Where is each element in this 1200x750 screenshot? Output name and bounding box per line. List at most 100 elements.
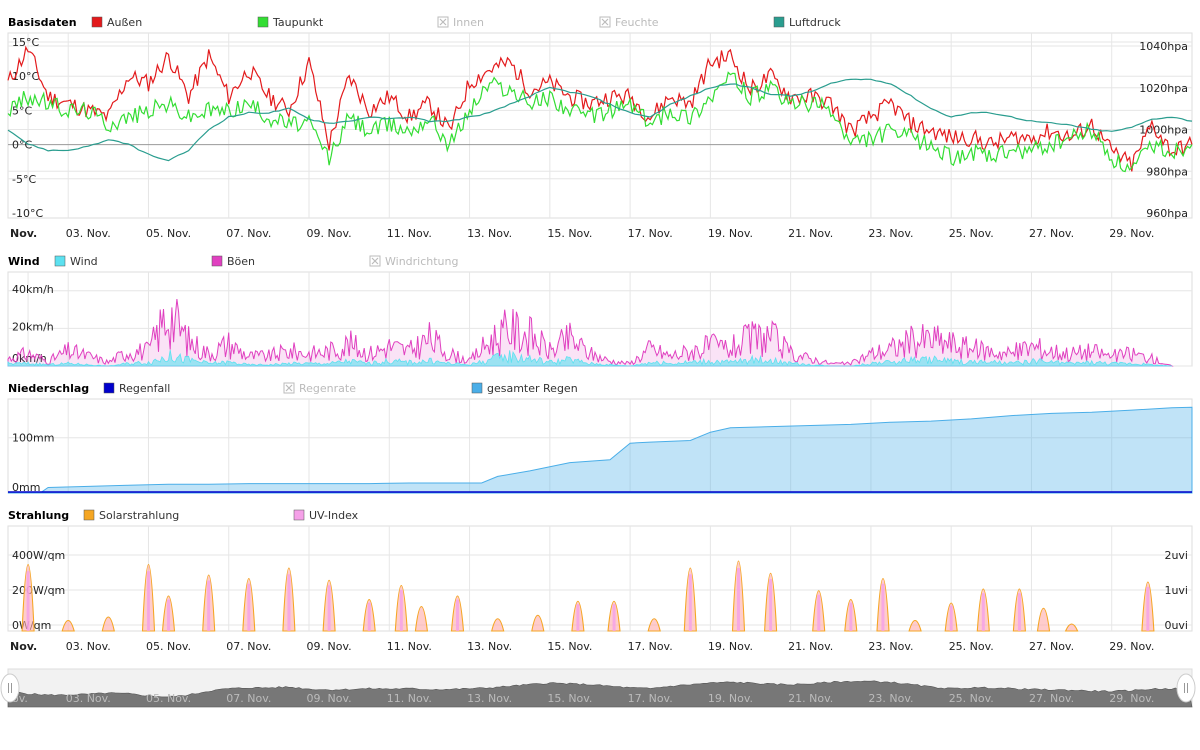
x-tick-label: 29. Nov. [1109, 640, 1154, 653]
uv-index-bar [817, 594, 821, 631]
chart-title-basisdaten: Basisdaten [8, 16, 77, 29]
navigator-tick-label: 27. Nov. [1029, 692, 1074, 705]
x-tick-label: 13. Nov. [467, 640, 512, 653]
x-tick-label: 19. Nov. [708, 227, 753, 240]
legend-label: Windrichtung [385, 255, 458, 268]
legend-item-feuchte[interactable]: Feuchte [599, 16, 659, 29]
x-tick-label: 21. Nov. [788, 640, 833, 653]
series-area-böen [7, 299, 1174, 367]
plot-area-wind [7, 271, 1193, 367]
x-tick-label: 07. Nov. [226, 640, 271, 653]
x-tick-label: 19. Nov. [708, 640, 753, 653]
navigator-tick-label: 15. Nov. [547, 692, 592, 705]
y-tick-label: 20km/h [12, 320, 54, 333]
panel-strahlung: Strahlung Solarstrahlung UV-Index 400W/qm 20… [7, 509, 1193, 653]
navigator-tick-label: 05. Nov. [146, 692, 191, 705]
uv-index-bar [688, 574, 692, 631]
legend-item-regenrate[interactable]: Regenrate [283, 382, 356, 395]
uv-index-bar [287, 574, 291, 631]
legend-label: UV-Index [309, 509, 359, 522]
solar-peak [490, 618, 505, 632]
navigator-tick-label: 23. Nov. [868, 692, 913, 705]
navigator-tick-label: 21. Nov. [788, 692, 833, 705]
x-tick-label: 25. Nov. [949, 227, 994, 240]
handle-shape[interactable] [0, 673, 20, 703]
x-tick-label: 21. Nov. [788, 227, 833, 240]
plot-area-basisdaten [7, 32, 1193, 219]
legend-item-außen[interactable]: Außen [91, 16, 142, 29]
y-tick-label-left: 0°C [12, 139, 32, 152]
x-tick-label: 11. Nov. [387, 640, 432, 653]
uv-index-bar [949, 605, 953, 631]
uv-index-bar [736, 568, 740, 631]
legend-label: Innen [453, 16, 484, 29]
y-tick-label: 0mm [12, 481, 40, 494]
legend-label: Regenfall [119, 382, 170, 395]
solar-peak [531, 614, 545, 632]
uv-index-bar [399, 590, 403, 631]
y-tick-label-right: 1uvi [1164, 584, 1188, 597]
navigator-handle-right[interactable] [1176, 673, 1196, 703]
legend-swatch [83, 509, 95, 521]
navigator-tick-label: 17. Nov. [628, 692, 673, 705]
y-tick-label-left: 10°C [12, 70, 39, 83]
solar-peak [647, 618, 661, 632]
x-tick-label: 27. Nov. [1029, 227, 1074, 240]
navigator-tick-label: 19. Nov. [708, 692, 753, 705]
legend-item-böen[interactable]: Böen [211, 255, 255, 268]
legend-label: Solarstrahlung [99, 509, 179, 522]
series-line-luftdruck [7, 78, 1193, 162]
y-tick-label: 40km/h [12, 283, 54, 296]
navigator-tick-label: 13. Nov. [467, 692, 512, 705]
legend-item-solarstrahlung[interactable]: Solarstrahlung [83, 509, 179, 522]
uv-index-bar [849, 602, 853, 631]
uv-index-bar [981, 593, 985, 631]
y-tick-label-left: 400W/qm [12, 549, 65, 562]
y-tick-label-right: 1000hpa [1139, 124, 1188, 137]
legend-item-taupunkt[interactable]: Taupunkt [257, 16, 324, 29]
uv-index-bar [207, 580, 211, 631]
solar-peak [1064, 623, 1079, 632]
x-tick-label: 07. Nov. [226, 227, 271, 240]
legend-swatch [773, 16, 785, 28]
x-tick-label: 29. Nov. [1109, 227, 1154, 240]
legend-label: Außen [107, 16, 142, 29]
y-tick-label-right: 2uvi [1164, 549, 1188, 562]
x-tick-label: 09. Nov. [307, 640, 352, 653]
legend-item-regenfall[interactable]: Regenfall [103, 382, 170, 395]
x-tick-label: 05. Nov. [146, 640, 191, 653]
legend-item-gesamter-regen[interactable]: gesamter Regen [471, 382, 578, 395]
legend-item-luftdruck[interactable]: Luftdruck [773, 16, 841, 29]
y-tick-label-left: 200W/qm [12, 584, 65, 597]
x-axis-label: Nov. [10, 227, 37, 240]
legend-label: Böen [227, 255, 255, 268]
navigator-handle-left[interactable] [0, 673, 20, 703]
legend-item-wind[interactable]: Wind [54, 255, 98, 268]
legend-item-uv-index[interactable]: UV-Index [293, 509, 359, 522]
handle-shape[interactable] [1176, 673, 1196, 703]
legend-x-icon [371, 257, 379, 265]
panel-niederschlag: Niederschlag Regenfall Regenrate gesamter R… [7, 382, 1193, 494]
x-tick-label: 23. Nov. [868, 640, 913, 653]
x-tick-label: 27. Nov. [1029, 640, 1074, 653]
uv-index-bar [247, 583, 251, 631]
x-tick-label: 25. Nov. [949, 640, 994, 653]
y-tick-label-left: 15°C [12, 36, 39, 49]
uv-index-bar [167, 599, 171, 631]
legend-label: gesamter Regen [487, 382, 578, 395]
x-tick-label: 17. Nov. [628, 227, 673, 240]
legend-item-innen[interactable]: Innen [437, 16, 484, 29]
y-tick-label-right: 980hpa [1146, 165, 1188, 178]
legend-item-windrichtung[interactable]: Windrichtung [369, 255, 458, 268]
navigator[interactable]: ov. 03. Nov. 05. Nov. 07. Nov. 09. Nov. 11. N… [0, 668, 1196, 708]
panel-basisdaten: Basisdaten Außen Taupunkt Innen Feuchte Luftd… [7, 16, 1193, 240]
x-tick-label: 17. Nov. [628, 640, 673, 653]
solar-peak [101, 616, 115, 632]
uv-index-bar [612, 604, 616, 631]
legend-swatch [211, 255, 223, 267]
navigator-tick-label: 29. Nov. [1109, 692, 1154, 705]
series-area-wind [7, 349, 1172, 367]
x-tick-label: 05. Nov. [146, 227, 191, 240]
x-tick-label: 13. Nov. [467, 227, 512, 240]
